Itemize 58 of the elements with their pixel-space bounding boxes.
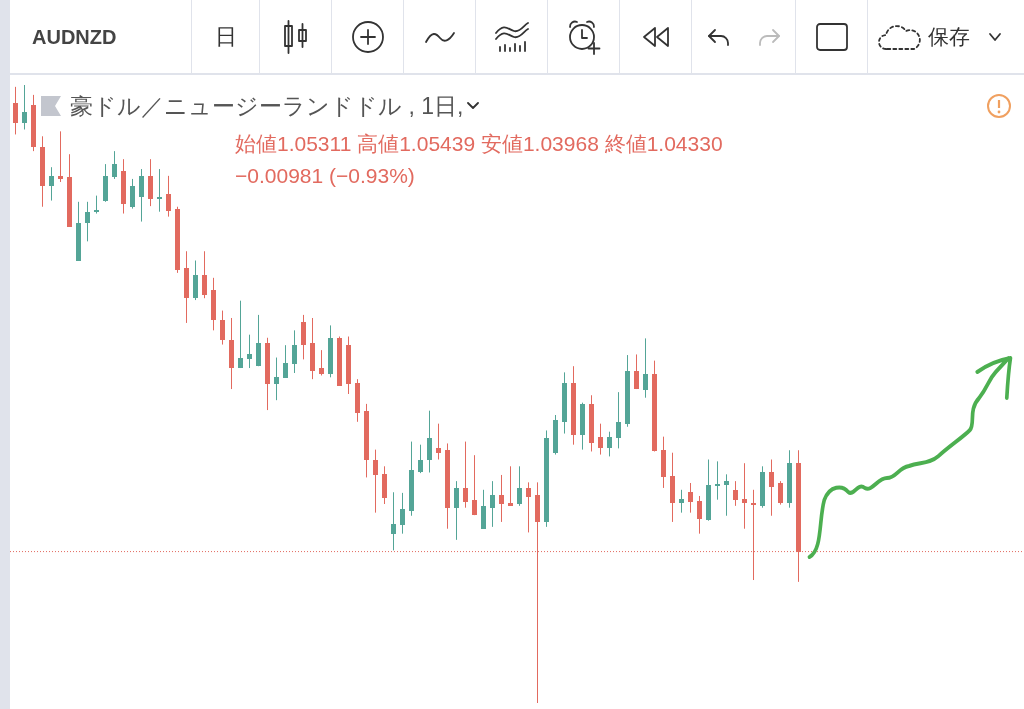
candlestick [112, 150, 117, 180]
candlestick [526, 481, 531, 533]
candlestick [247, 334, 252, 369]
candlestick [391, 491, 396, 551]
candlestick [634, 353, 639, 390]
candlestick [292, 329, 297, 374]
candlestick [733, 480, 738, 507]
candlestick [58, 130, 63, 183]
candlestick [274, 357, 279, 401]
candlestick [301, 314, 306, 360]
candlestick [202, 250, 207, 299]
candlestick [166, 175, 171, 218]
candlestick [319, 349, 324, 376]
candlestick [472, 454, 477, 516]
candlestick [607, 431, 612, 457]
annotation: −0.00981 (−0.93%) [235, 163, 416, 189]
candlestick [400, 492, 405, 535]
candlestick [49, 166, 54, 202]
candlestick [499, 474, 504, 523]
text: 保存 [928, 24, 970, 50]
candlestick [193, 260, 198, 301]
candlestick [490, 480, 495, 528]
candlestick [373, 449, 378, 514]
candlestick [679, 489, 684, 514]
candlestick [643, 337, 648, 399]
candlestick [697, 495, 702, 535]
candlestick [220, 310, 225, 346]
candlestick [283, 344, 288, 379]
candlestick [427, 410, 432, 473]
text: AUDNZD [10, 0, 192, 74]
candlestick [463, 441, 468, 509]
candlestick [130, 178, 135, 210]
candlestick [715, 460, 720, 501]
candlestick [256, 314, 261, 367]
candlestick [85, 201, 90, 242]
candlestick [724, 473, 729, 517]
chart-title: 豪ドル／ニュージーランドドル , 1日, [70, 92, 464, 121]
candlestick [481, 489, 486, 530]
candlestick [616, 391, 621, 449]
candlestick [517, 465, 522, 507]
candlestick [778, 480, 783, 506]
candlestick [22, 84, 27, 130]
candlestick [148, 158, 153, 207]
candlestick [418, 444, 423, 474]
candlestick [382, 465, 387, 505]
annotation: 始値1.05311 高値1.05439 安値1.03968 終値1.04330 [235, 130, 723, 157]
candlestick [508, 465, 513, 507]
candlestick [238, 300, 243, 369]
candlestick [742, 462, 747, 530]
candlestick [598, 423, 603, 456]
candlestick [436, 423, 441, 461]
candlestick [139, 168, 144, 223]
text: 日 [214, 23, 237, 51]
candlestick [769, 459, 774, 517]
candlestick [454, 480, 459, 541]
candlestick [13, 86, 18, 135]
candlestick [157, 168, 162, 213]
candlestick [688, 482, 693, 514]
